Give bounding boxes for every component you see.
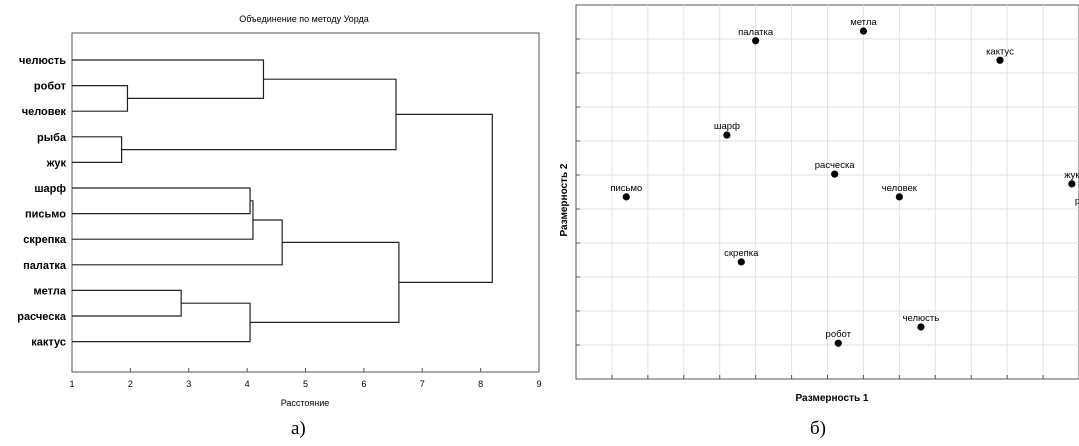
scatter-yaxis-label: Размерность 2 xyxy=(559,163,570,236)
scatter-point-label: рыба xyxy=(1075,196,1079,207)
dendrogram-leaf-label: метла xyxy=(34,285,67,297)
dendrogram-link xyxy=(72,187,251,215)
dendrogram-leaf-label: кактус xyxy=(31,337,66,349)
caption-b: б) xyxy=(810,418,826,439)
dendrogram-title: Объединение по методу Уорда xyxy=(239,14,369,24)
dendrogram-leaf-label: человек xyxy=(22,106,67,118)
scatter-point-label: палатка xyxy=(738,27,774,38)
dendrogram-plot-frame xyxy=(71,32,540,373)
scatter-point xyxy=(737,258,745,266)
dendrogram-xtick-label: 7 xyxy=(420,379,425,389)
scatter-point xyxy=(895,193,903,201)
dendrogram-link xyxy=(72,200,254,240)
dendrogram-leaf-label: расческа xyxy=(17,311,67,323)
scatter-point-label: человек xyxy=(882,183,918,194)
dendrogram-chart: Объединение по методу Уорда челюсть робот… xyxy=(17,14,541,408)
scatter-point-label: жук xyxy=(1064,170,1079,181)
dendrogram-link xyxy=(72,85,129,112)
dendrogram-link xyxy=(72,289,182,317)
dendrogram-leaf-label: рыба xyxy=(37,132,67,144)
dendrogram-link xyxy=(250,241,400,323)
dendrogram-xtick-label: 4 xyxy=(245,379,250,389)
scatter-point-label: метла xyxy=(850,17,877,28)
caption-a: а) xyxy=(291,418,306,439)
dendrogram-xtick-label: 6 xyxy=(361,379,366,389)
dendrogram-xtick-label: 1 xyxy=(69,379,74,389)
scatter-point-label: челюсть xyxy=(903,313,940,324)
scatter-point xyxy=(917,323,925,331)
dendrogram-leaf-label: скрепка xyxy=(23,234,67,246)
dendrogram-leaf-label: робот xyxy=(34,81,67,93)
dendrogram-link xyxy=(121,78,397,151)
dendrogram-xtick-label: 2 xyxy=(128,379,133,389)
dendrogram-xtick-label: 9 xyxy=(536,379,541,389)
dendrogram-link xyxy=(72,59,265,99)
scatter-point xyxy=(996,56,1004,64)
dendrogram-link xyxy=(72,302,251,343)
scatter-point xyxy=(723,131,731,139)
scatter-point xyxy=(834,339,842,347)
scatter-point-label: робот xyxy=(826,329,852,340)
scatter-point-label: кактус xyxy=(986,46,1014,57)
scatter-point-label: письмо xyxy=(610,183,642,194)
scatter-chart: палатка метла кактус шарф расческа жук письмо ч… xyxy=(559,4,1079,404)
scatter-point xyxy=(752,37,760,45)
dendrogram-leaf-label: письмо xyxy=(25,209,66,221)
scatter-point xyxy=(859,27,868,35)
dendrogram-leaf-label: шарф xyxy=(34,183,66,195)
dendrogram-panel: Объединение по методу Уорда челюсть робот… xyxy=(17,14,541,439)
dendrogram-link xyxy=(395,113,493,283)
dendrogram-xtick-label: 5 xyxy=(303,379,308,389)
dendrogram-xtick-label: 3 xyxy=(186,379,191,389)
scatter-point xyxy=(622,193,630,201)
dendrogram-link xyxy=(72,219,283,266)
scatter-point xyxy=(1068,180,1076,188)
scatter-point-label: скрепка xyxy=(724,248,759,259)
dendrogram-xaxis-label: Расстояние xyxy=(281,398,330,408)
dendrogram-leaf-label: жук xyxy=(46,157,67,169)
scatter-point-label: шарф xyxy=(714,121,740,132)
scatter-point-label: расческа xyxy=(815,160,856,171)
scatter-point xyxy=(831,170,839,178)
dendrogram-link xyxy=(72,136,123,163)
dendrogram-leaf-label: челюсть xyxy=(19,55,66,67)
dendrogram-xtick-label: 8 xyxy=(478,379,483,389)
scatter-panel: палатка метла кактус шарф расческа жук письмо ч… xyxy=(548,0,1079,446)
dendrogram-leaf-label: палатка xyxy=(23,260,67,272)
scatter-xaxis-label: Размерность 1 xyxy=(796,393,869,404)
